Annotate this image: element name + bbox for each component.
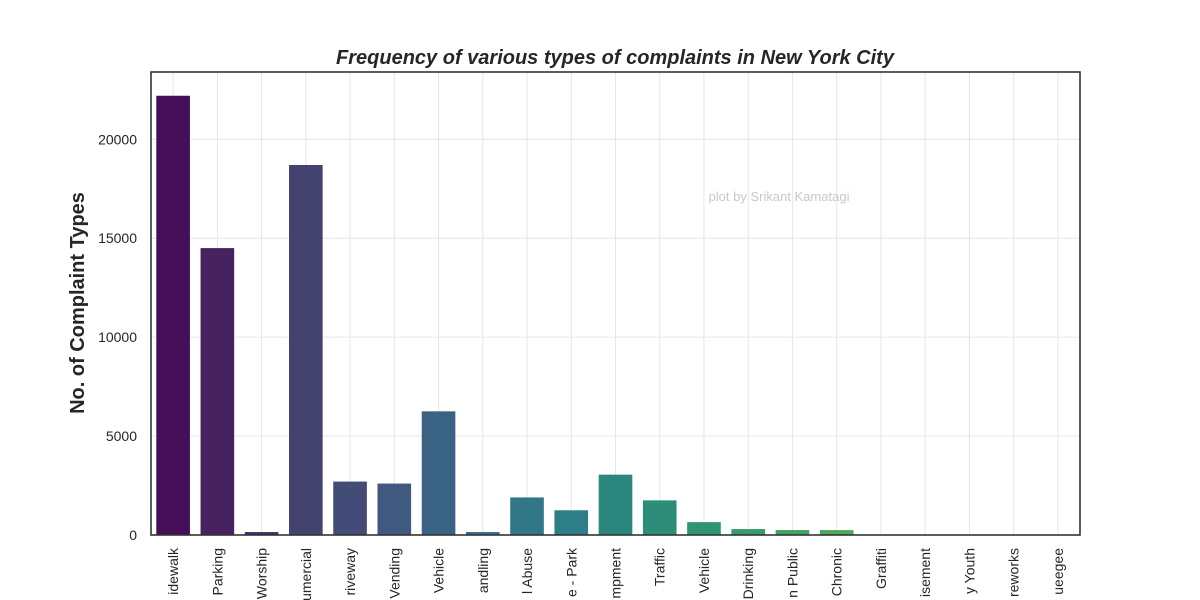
x-tick-label: andling — [475, 548, 491, 593]
x-tick-label: y Youth — [961, 548, 977, 594]
x-tick-label: Vehicle — [696, 548, 712, 593]
bar — [421, 411, 456, 535]
bar — [200, 248, 235, 535]
bar — [819, 530, 854, 535]
bars — [156, 95, 1075, 535]
bar — [731, 529, 766, 535]
x-tick-label: ueegee — [1050, 548, 1066, 595]
bar — [554, 510, 589, 535]
y-tick-label: 5000 — [106, 428, 137, 444]
x-tick-label: l Abuse — [519, 548, 535, 594]
x-tick-label: riveway — [342, 548, 358, 595]
x-tick-label: Chronic — [829, 548, 845, 596]
y-axis-label: No. of Complaint Types — [67, 192, 89, 414]
x-tick-label: Vending — [386, 548, 402, 599]
watermark-annotation: plot by Srikant Kamatagi — [709, 189, 850, 204]
bar — [642, 500, 677, 535]
x-tick-label: Graffiti — [873, 548, 889, 589]
x-tick-label: Drinking — [740, 548, 756, 599]
bar — [510, 497, 544, 535]
bar — [289, 164, 323, 535]
x-tick-label: Traffic — [652, 548, 668, 586]
x-tick-label: isement — [917, 548, 933, 597]
y-tick-label: 20000 — [98, 131, 137, 147]
bar — [244, 532, 279, 535]
y-tick-label: 10000 — [98, 329, 137, 345]
bar — [687, 522, 721, 535]
bar — [377, 483, 412, 535]
bar — [598, 474, 633, 535]
x-tick-label: reworks — [1006, 548, 1022, 597]
x-axis-ticks: idewalk Parking Worship umercial riveway Vend… — [165, 547, 1066, 600]
chart-title: Frequency of various types of complaints… — [336, 47, 895, 69]
x-tick-label: Parking — [209, 548, 225, 595]
bar — [465, 532, 500, 535]
x-tick-label: idewalk — [165, 547, 181, 595]
bar — [775, 530, 810, 535]
x-tick-label: Worship — [254, 548, 270, 599]
plot-frame — [150, 71, 1081, 536]
bar — [156, 95, 190, 535]
x-tick-label: n Public — [784, 548, 800, 598]
y-axis-ticks: 0 5000 10000 15000 20000 — [98, 131, 137, 543]
y-tick-label: 15000 — [98, 230, 137, 246]
x-tick-label: mpment — [608, 548, 624, 599]
y-tick-label: 0 — [129, 527, 137, 543]
x-tick-label: Vehicle — [431, 548, 447, 593]
x-tick-label: umercial — [298, 548, 314, 600]
x-tick-label: e - Park — [563, 547, 579, 597]
bar — [333, 481, 367, 535]
